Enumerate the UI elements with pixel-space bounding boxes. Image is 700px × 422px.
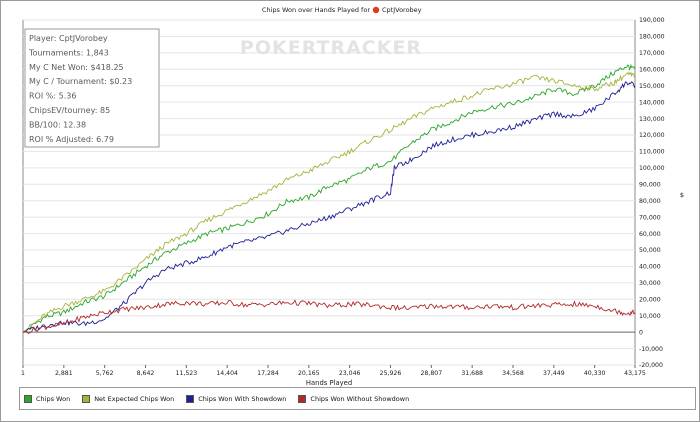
y-tick-label: 0: [639, 329, 643, 336]
stats-line: Player: CptJVorobey: [29, 34, 108, 43]
x-tick-label: 11,523: [175, 370, 197, 377]
y-tick-label: 50,000: [639, 247, 661, 254]
x-tick-label: 1: [21, 370, 25, 377]
x-tick-label: 31,688: [461, 370, 483, 377]
y-axis-label: $: [680, 191, 684, 199]
stats-line: My C Net Won: $418.25: [29, 63, 124, 72]
legend-item: Net Expected Chips Won: [82, 394, 175, 403]
y-tick-label: 180,000: [639, 34, 665, 41]
y-tick-label: 190,000: [639, 17, 665, 24]
x-tick-label: 14,404: [216, 370, 238, 377]
x-tick-label: 2,881: [55, 370, 73, 377]
legend-item: Chips Won With Showdown: [186, 394, 287, 403]
legend-swatch: [24, 394, 32, 403]
y-tick-label: 10,000: [639, 313, 661, 320]
x-tick-label: 43,175: [624, 370, 646, 377]
y-tick-label: 60,000: [639, 231, 661, 238]
series-line-4: [22, 299, 636, 334]
x-tick-label: 28,807: [421, 370, 443, 377]
legend-swatch: [82, 394, 91, 403]
legend-item: Chips Won Without Showdown: [298, 394, 410, 403]
stats-line: ChipsEV/tourney: 85: [29, 106, 110, 115]
y-tick-label: 20,000: [639, 296, 661, 303]
stats-line: ROI % Adjusted: 6.79: [29, 135, 114, 144]
x-tick-label: 25,926: [380, 370, 402, 377]
y-tick-label: 40,000: [639, 264, 661, 271]
y-tick-label: 90,000: [639, 181, 661, 188]
y-tick-label: 70,000: [639, 214, 661, 221]
y-tick-label: 140,000: [639, 99, 665, 106]
y-tick-label: 160,000: [639, 66, 665, 73]
y-tick-label: -20,000: [639, 362, 663, 369]
chart-legend: Chips Won Net Expected Chips Won Chips Won…: [19, 387, 696, 410]
legend-label: Chips Won: [36, 394, 71, 403]
legend-swatch: [186, 394, 195, 403]
watermark: POKERTRACKER: [240, 37, 422, 59]
chart-title-player: CptJVorobey: [382, 6, 422, 14]
x-tick-label: 20,165: [298, 370, 320, 377]
y-tick-label: 120,000: [639, 132, 665, 139]
stats-line: My C / Tournament: $0.23: [29, 77, 132, 86]
x-tick-label: 23,046: [339, 370, 361, 377]
legend-label: Chips Won Without Showdown: [310, 394, 410, 403]
stats-line: Tournaments: 1,843: [28, 48, 109, 57]
legend-label: Net Expected Chips Won: [94, 394, 175, 403]
legend-label: Chips Won With Showdown: [198, 394, 287, 403]
x-axis-label: Hands Played: [306, 379, 352, 387]
x-tick-label: 8,642: [137, 370, 155, 377]
chart-title: Chips Won over Hands Played for: [262, 6, 370, 14]
series-line-3: [22, 80, 636, 333]
legend-item: Chips Won: [24, 394, 71, 403]
x-tick-label: 37,449: [543, 370, 565, 377]
x-tick-label: 5,762: [96, 370, 114, 377]
y-tick-label: 110,000: [639, 149, 665, 156]
y-tick-label: 30,000: [639, 280, 661, 287]
series-line-1: [22, 63, 636, 333]
y-tick-label: 130,000: [639, 116, 665, 123]
stats-line: ROI %: 5.36: [29, 92, 76, 101]
stats-line: BB/100: 12.38: [29, 120, 86, 129]
y-tick-label: 170,000: [639, 50, 665, 57]
stats-box: [24, 28, 160, 148]
pokerstars-logo-icon: [372, 6, 380, 14]
series-line-2: [22, 71, 636, 333]
y-tick-label: 100,000: [639, 165, 665, 172]
y-tick-label: 80,000: [639, 198, 661, 205]
y-tick-label: -10,000: [639, 346, 663, 353]
y-tick-label: 150,000: [639, 83, 665, 90]
x-tick-label: 17,284: [257, 370, 279, 377]
x-tick-label: 34,568: [502, 370, 524, 377]
legend-swatch: [298, 394, 307, 403]
x-tick-label: 40,330: [584, 370, 606, 377]
